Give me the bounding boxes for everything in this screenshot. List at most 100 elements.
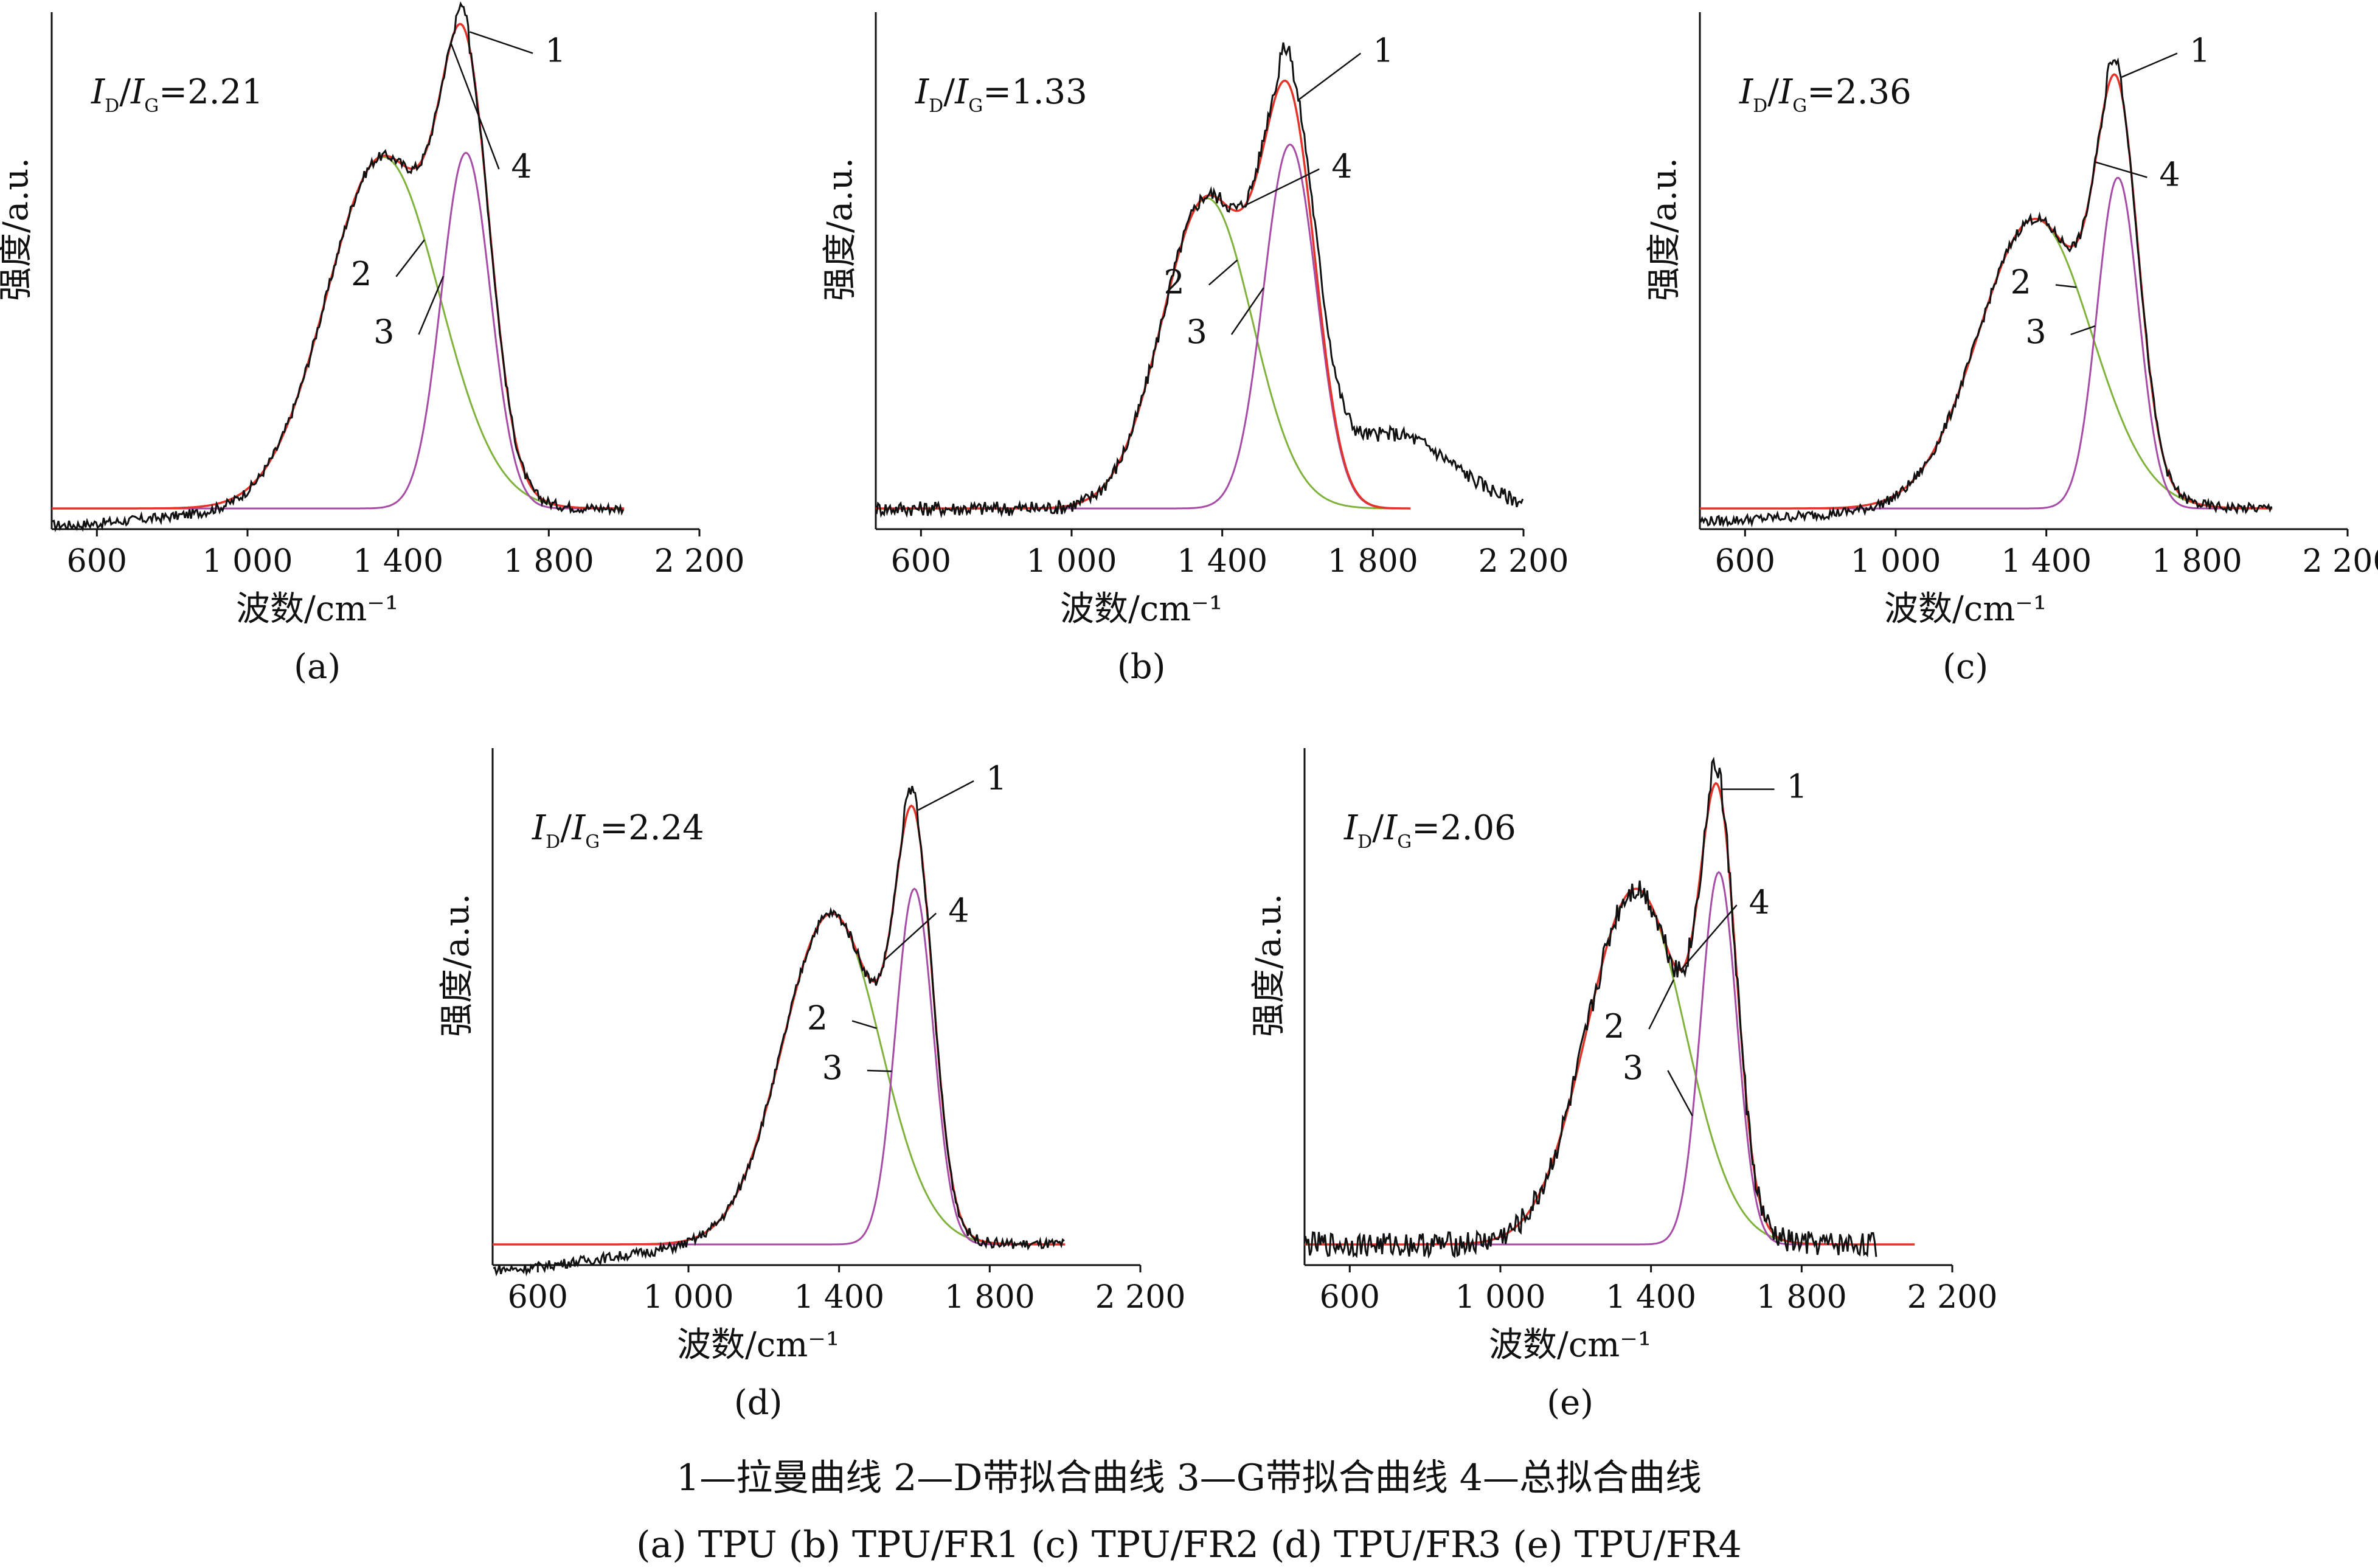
ratio-sub-d: D bbox=[1357, 831, 1372, 853]
ratio-label: ID/IG=2.06 bbox=[1343, 808, 1516, 853]
curve-number-2: 2 bbox=[2011, 263, 2031, 301]
ratio-sub-g: G bbox=[1792, 95, 1807, 117]
chart-panel-b: 600 1 000 1 400 1 800 2 200 波数/cm⁻¹ 强度/a.u. (b)… bbox=[820, 12, 1569, 687]
leader-line-4 bbox=[450, 43, 500, 170]
x-tick-label: 1 400 bbox=[2001, 543, 2092, 580]
x-tick-label: 1 400 bbox=[353, 543, 443, 580]
panel-caption: (e) bbox=[1547, 1383, 1593, 1423]
panel-caption: (a) bbox=[294, 647, 341, 687]
x-tick-label: 1 400 bbox=[794, 1279, 884, 1316]
x-axis-label: 波数/cm⁻¹ bbox=[1060, 589, 1222, 629]
ratio-sub-d: D bbox=[1753, 95, 1767, 117]
ratio-label: ID/IG=2.36 bbox=[1739, 72, 1912, 117]
x-tick-label: 1 800 bbox=[2152, 543, 2242, 580]
leader-line-1 bbox=[918, 780, 974, 811]
ratio-sub-d: D bbox=[105, 95, 119, 117]
leader-line-1 bbox=[1297, 52, 1362, 102]
x-tick-label: 600 bbox=[508, 1279, 568, 1316]
x-tick-label: 1 800 bbox=[945, 1279, 1035, 1316]
legend-line-1: 1—拉曼曲线 2—D带拟合曲线 3—G带拟合曲线 4—总拟合曲线 bbox=[676, 1457, 1702, 1499]
curve-number-2: 2 bbox=[1163, 263, 1184, 301]
leader-line-4 bbox=[2095, 161, 2147, 178]
curve-number-1: 1 bbox=[1373, 32, 1393, 70]
curve-number-4: 4 bbox=[948, 892, 969, 930]
ratio-value: =2.36 bbox=[1807, 72, 1912, 112]
ratio-value: =2.06 bbox=[1412, 808, 1516, 848]
x-axis-label: 波数/cm⁻¹ bbox=[1884, 589, 2047, 629]
ratio-i-d: I bbox=[1343, 808, 1359, 848]
curve-number-2: 2 bbox=[351, 255, 372, 293]
x-tick-label: 1 000 bbox=[643, 1279, 734, 1316]
series-1-raman-curve bbox=[52, 1, 625, 533]
x-tick-label: 2 200 bbox=[1478, 543, 1569, 580]
ratio-i-d: I bbox=[532, 808, 547, 848]
x-tick-label: 1 800 bbox=[504, 543, 594, 580]
legend-line-2: (a) TPU (b) TPU/FR1 (c) TPU/FR2 (d) TPU/… bbox=[636, 1524, 1742, 1566]
chart-panel-c: 600 1 000 1 400 1 800 2 200 波数/cm⁻¹ 强度/a.u. (c)… bbox=[1645, 12, 2378, 687]
series-3-g-band-fit bbox=[52, 151, 625, 510]
curve-number-1: 1 bbox=[986, 759, 1007, 797]
ratio-sep: / bbox=[119, 72, 131, 112]
series-3-g-band-fit bbox=[493, 887, 1066, 1246]
leader-line-3 bbox=[2070, 325, 2096, 336]
x-tick-label: 1 400 bbox=[1177, 543, 1267, 580]
x-tick-label: 600 bbox=[1320, 1279, 1380, 1316]
ratio-sep: / bbox=[1372, 808, 1384, 848]
curve-number-3: 3 bbox=[373, 313, 394, 351]
ratio-sub-g: G bbox=[1397, 831, 1412, 853]
ratio-i-g: I bbox=[571, 808, 586, 848]
x-axis-label: 波数/cm⁻¹ bbox=[1489, 1325, 1651, 1365]
ratio-sep: / bbox=[1767, 72, 1779, 112]
series-2-d-band-fit bbox=[1700, 218, 2273, 510]
leader-line-3 bbox=[867, 1069, 892, 1072]
series-4-total-fit bbox=[1700, 73, 2273, 510]
x-tick-label: 600 bbox=[891, 543, 951, 580]
ratio-i-g: I bbox=[1778, 72, 1794, 112]
ratio-i-d: I bbox=[1739, 72, 1754, 112]
curve-number-4: 4 bbox=[1331, 147, 1352, 186]
y-axis-label: 强度/a.u. bbox=[437, 893, 477, 1037]
x-tick-label: 1 400 bbox=[1606, 1279, 1696, 1316]
curve-number-3: 3 bbox=[2025, 313, 2046, 351]
chart-panels: 600 1 000 1 400 1 800 2 200 波数/cm⁻¹ 强度/a.u. (a)… bbox=[0, 1, 2378, 1423]
ratio-i-g: I bbox=[130, 72, 145, 112]
ratio-label: ID/IG=2.24 bbox=[532, 808, 704, 853]
curve-number-4: 4 bbox=[1749, 883, 1770, 921]
ratio-value: =2.24 bbox=[600, 808, 704, 848]
curve-number-2: 2 bbox=[1604, 1007, 1624, 1046]
x-tick-label: 600 bbox=[67, 543, 127, 580]
chart-panel-d: 600 1 000 1 400 1 800 2 200 波数/cm⁻¹ 强度/a.u. (d)… bbox=[437, 748, 1185, 1423]
ratio-i-g: I bbox=[1383, 808, 1398, 848]
x-tick-label: 1 000 bbox=[203, 543, 293, 580]
series-3-g-band-fit bbox=[1700, 176, 2273, 510]
ratio-value: =1.33 bbox=[983, 72, 1087, 112]
series-1-raman-curve bbox=[1699, 57, 2273, 528]
ratio-sep: / bbox=[560, 808, 572, 848]
panel-caption: (b) bbox=[1117, 647, 1166, 687]
curve-number-3: 3 bbox=[1623, 1049, 1643, 1087]
curve-number-1: 1 bbox=[1787, 768, 1808, 806]
leader-line-4 bbox=[1244, 168, 1320, 207]
series-3-g-band-fit bbox=[876, 143, 1411, 510]
y-axis-label: 强度/a.u. bbox=[1645, 158, 1684, 301]
leader-line-4 bbox=[1680, 904, 1738, 971]
leader-line-3 bbox=[1667, 1070, 1693, 1117]
curve-number-4: 4 bbox=[511, 147, 532, 186]
curve-number-1: 1 bbox=[2189, 32, 2210, 70]
leader-line-2 bbox=[395, 239, 425, 277]
ratio-sub-d: D bbox=[929, 95, 943, 117]
y-axis-label: 强度/a.u. bbox=[1249, 893, 1289, 1037]
chart-panel-e: 600 1 000 1 400 1 800 2 200 波数/cm⁻¹ 强度/a.u. (e)… bbox=[1249, 748, 1997, 1423]
curve-number-3: 3 bbox=[822, 1049, 842, 1087]
y-axis-label: 强度/a.u. bbox=[0, 158, 36, 301]
leader-line-3 bbox=[418, 276, 445, 335]
curve-number-2: 2 bbox=[807, 999, 828, 1037]
series-4-total-fit bbox=[876, 80, 1411, 510]
ratio-sep: / bbox=[943, 72, 955, 112]
x-tick-label: 1 000 bbox=[1455, 1279, 1546, 1316]
x-axis-label: 波数/cm⁻¹ bbox=[677, 1325, 839, 1365]
series-1-raman-curve bbox=[875, 42, 1524, 519]
leader-line-2 bbox=[2055, 284, 2077, 288]
x-tick-label: 2 200 bbox=[654, 543, 745, 580]
